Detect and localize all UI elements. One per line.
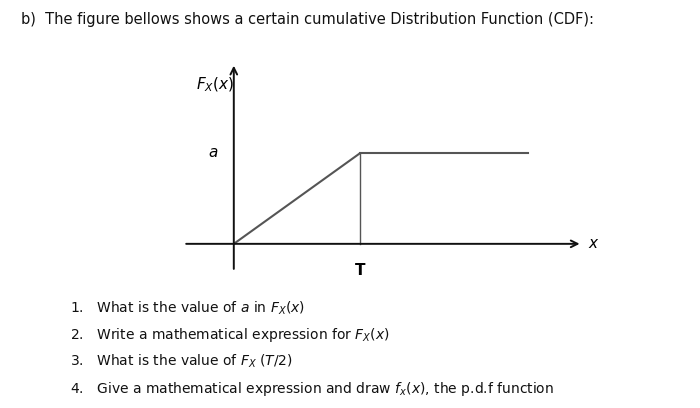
Text: 3.   What is the value of $F_X$ $(T/2)$: 3. What is the value of $F_X$ $(T/2)$ xyxy=(70,353,293,370)
Text: 1.   What is the value of $\mathit{a}$ in $F_X(x)$: 1. What is the value of $\mathit{a}$ in … xyxy=(70,300,305,317)
Text: $\mathbf{T}$: $\mathbf{T}$ xyxy=(354,262,366,278)
Text: 4.   Give a mathematical expression and draw $f_x(x)$, the p.d.f function: 4. Give a mathematical expression and dr… xyxy=(70,380,554,398)
Text: b)  The figure bellows shows a certain cumulative Distribution Function (CDF):: b) The figure bellows shows a certain cu… xyxy=(21,12,594,27)
Text: 2.   Write a mathematical expression for $F_X(x)$: 2. Write a mathematical expression for $… xyxy=(70,326,390,344)
Text: $\mathit{a}$: $\mathit{a}$ xyxy=(209,146,218,160)
Text: $\mathit{x}$: $\mathit{x}$ xyxy=(588,237,600,251)
Text: $\mathbf{\mathit{F_X(x)}}$: $\mathbf{\mathit{F_X(x)}}$ xyxy=(196,75,235,94)
